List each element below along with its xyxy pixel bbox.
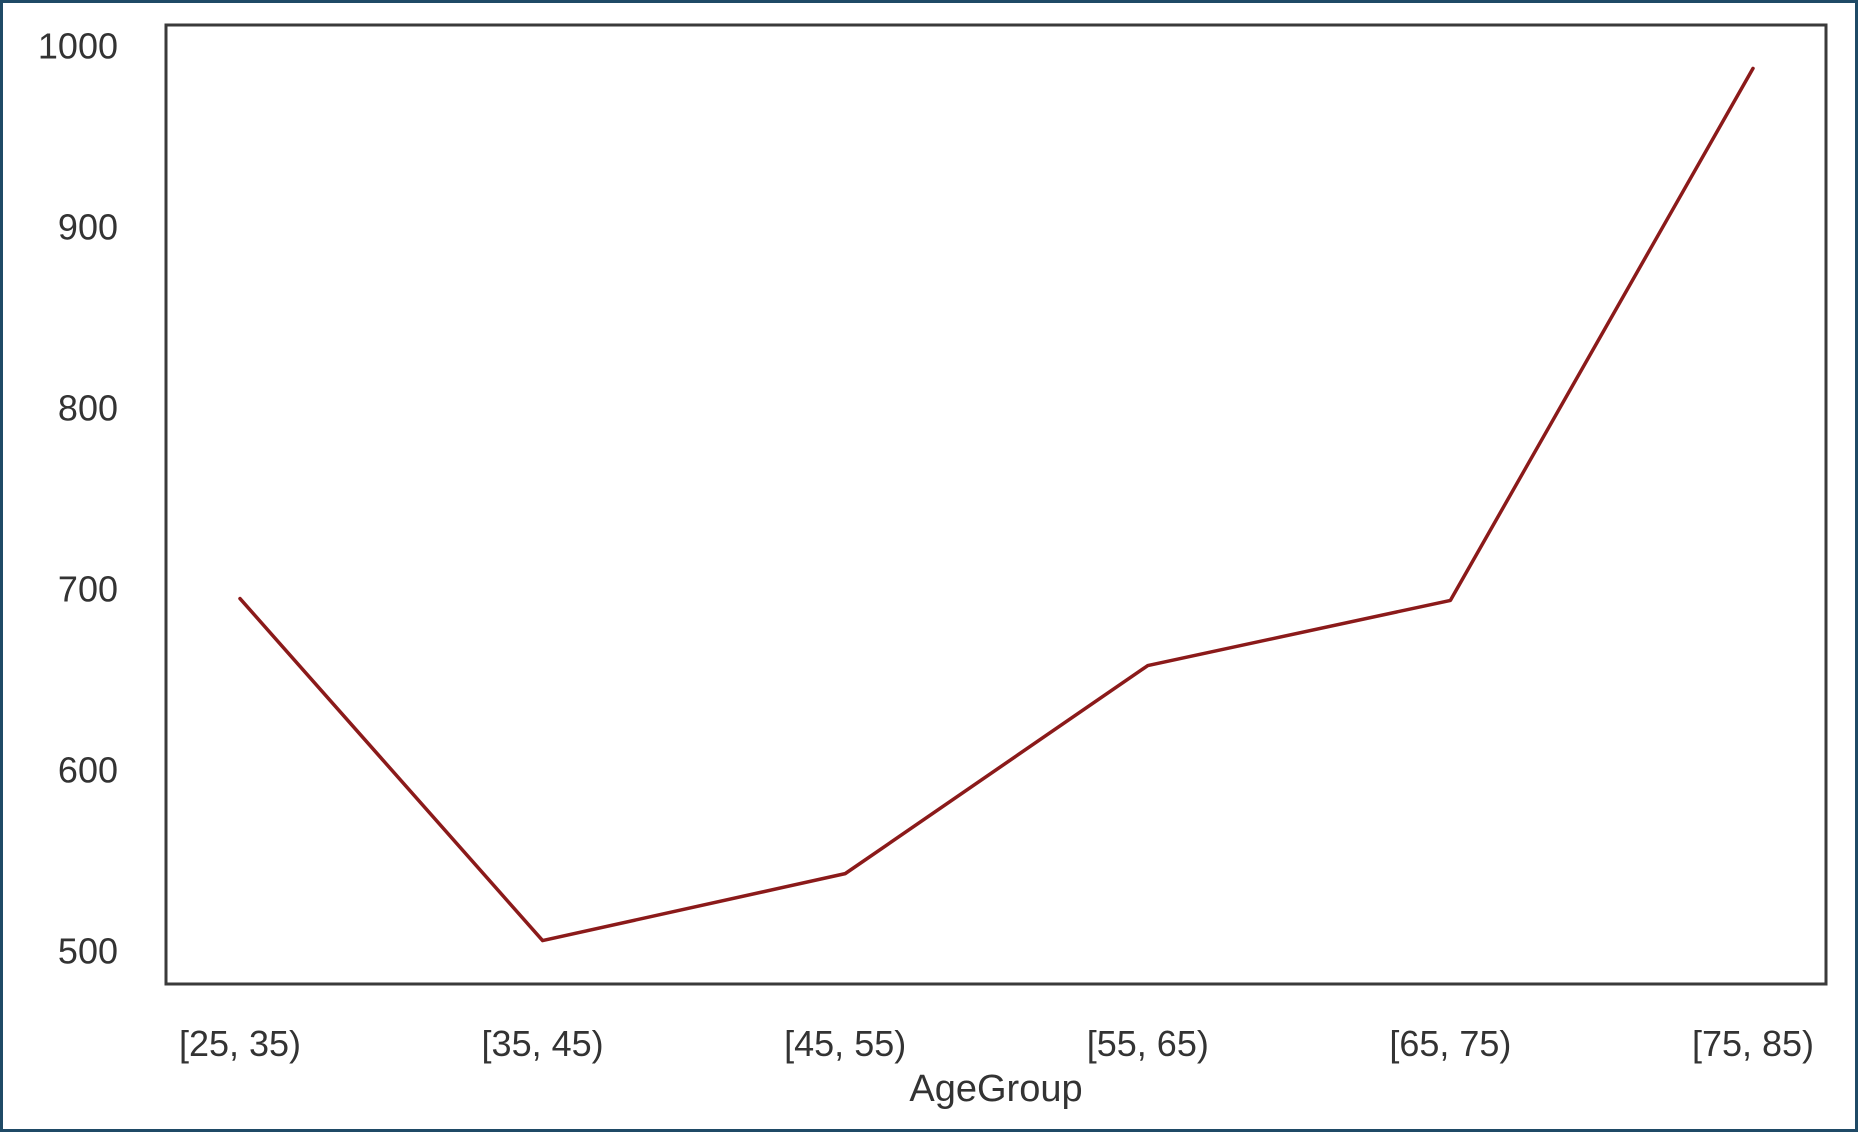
x-tick-label: [25, 35): [179, 1023, 301, 1064]
y-tick-label: 800: [58, 388, 118, 429]
y-axis-ticks: 500 600 700 800 900 1000: [38, 26, 118, 972]
y-tick-label: 700: [58, 569, 118, 610]
x-tick-label: [75, 85): [1692, 1023, 1814, 1064]
y-tick-label: 600: [58, 749, 118, 790]
x-tick-label: [45, 55): [784, 1023, 906, 1064]
y-tick-label: 500: [58, 930, 118, 971]
y-tick-label: 1000: [38, 26, 118, 67]
x-tick-label: [35, 45): [482, 1023, 604, 1064]
x-axis-label: AgeGroup: [909, 1068, 1082, 1110]
y-tick-label: 900: [58, 207, 118, 248]
series-line: [238, 66, 1755, 943]
chart-frame: 500 600 700 800 900 1000 [25, 35) [35, 45) [45,…: [3, 3, 1855, 1129]
x-tick-label: [65, 75): [1389, 1023, 1511, 1064]
x-axis-ticks: [25, 35) [35, 45) [45, 55) [55, 65) [65, 75)…: [179, 1023, 1814, 1064]
line-chart: 500 600 700 800 900 1000 [25, 35) [35, 45) [45,…: [38, 23, 1828, 1110]
x-tick-label: [55, 65): [1087, 1023, 1209, 1064]
plot-area: [164, 23, 1828, 986]
